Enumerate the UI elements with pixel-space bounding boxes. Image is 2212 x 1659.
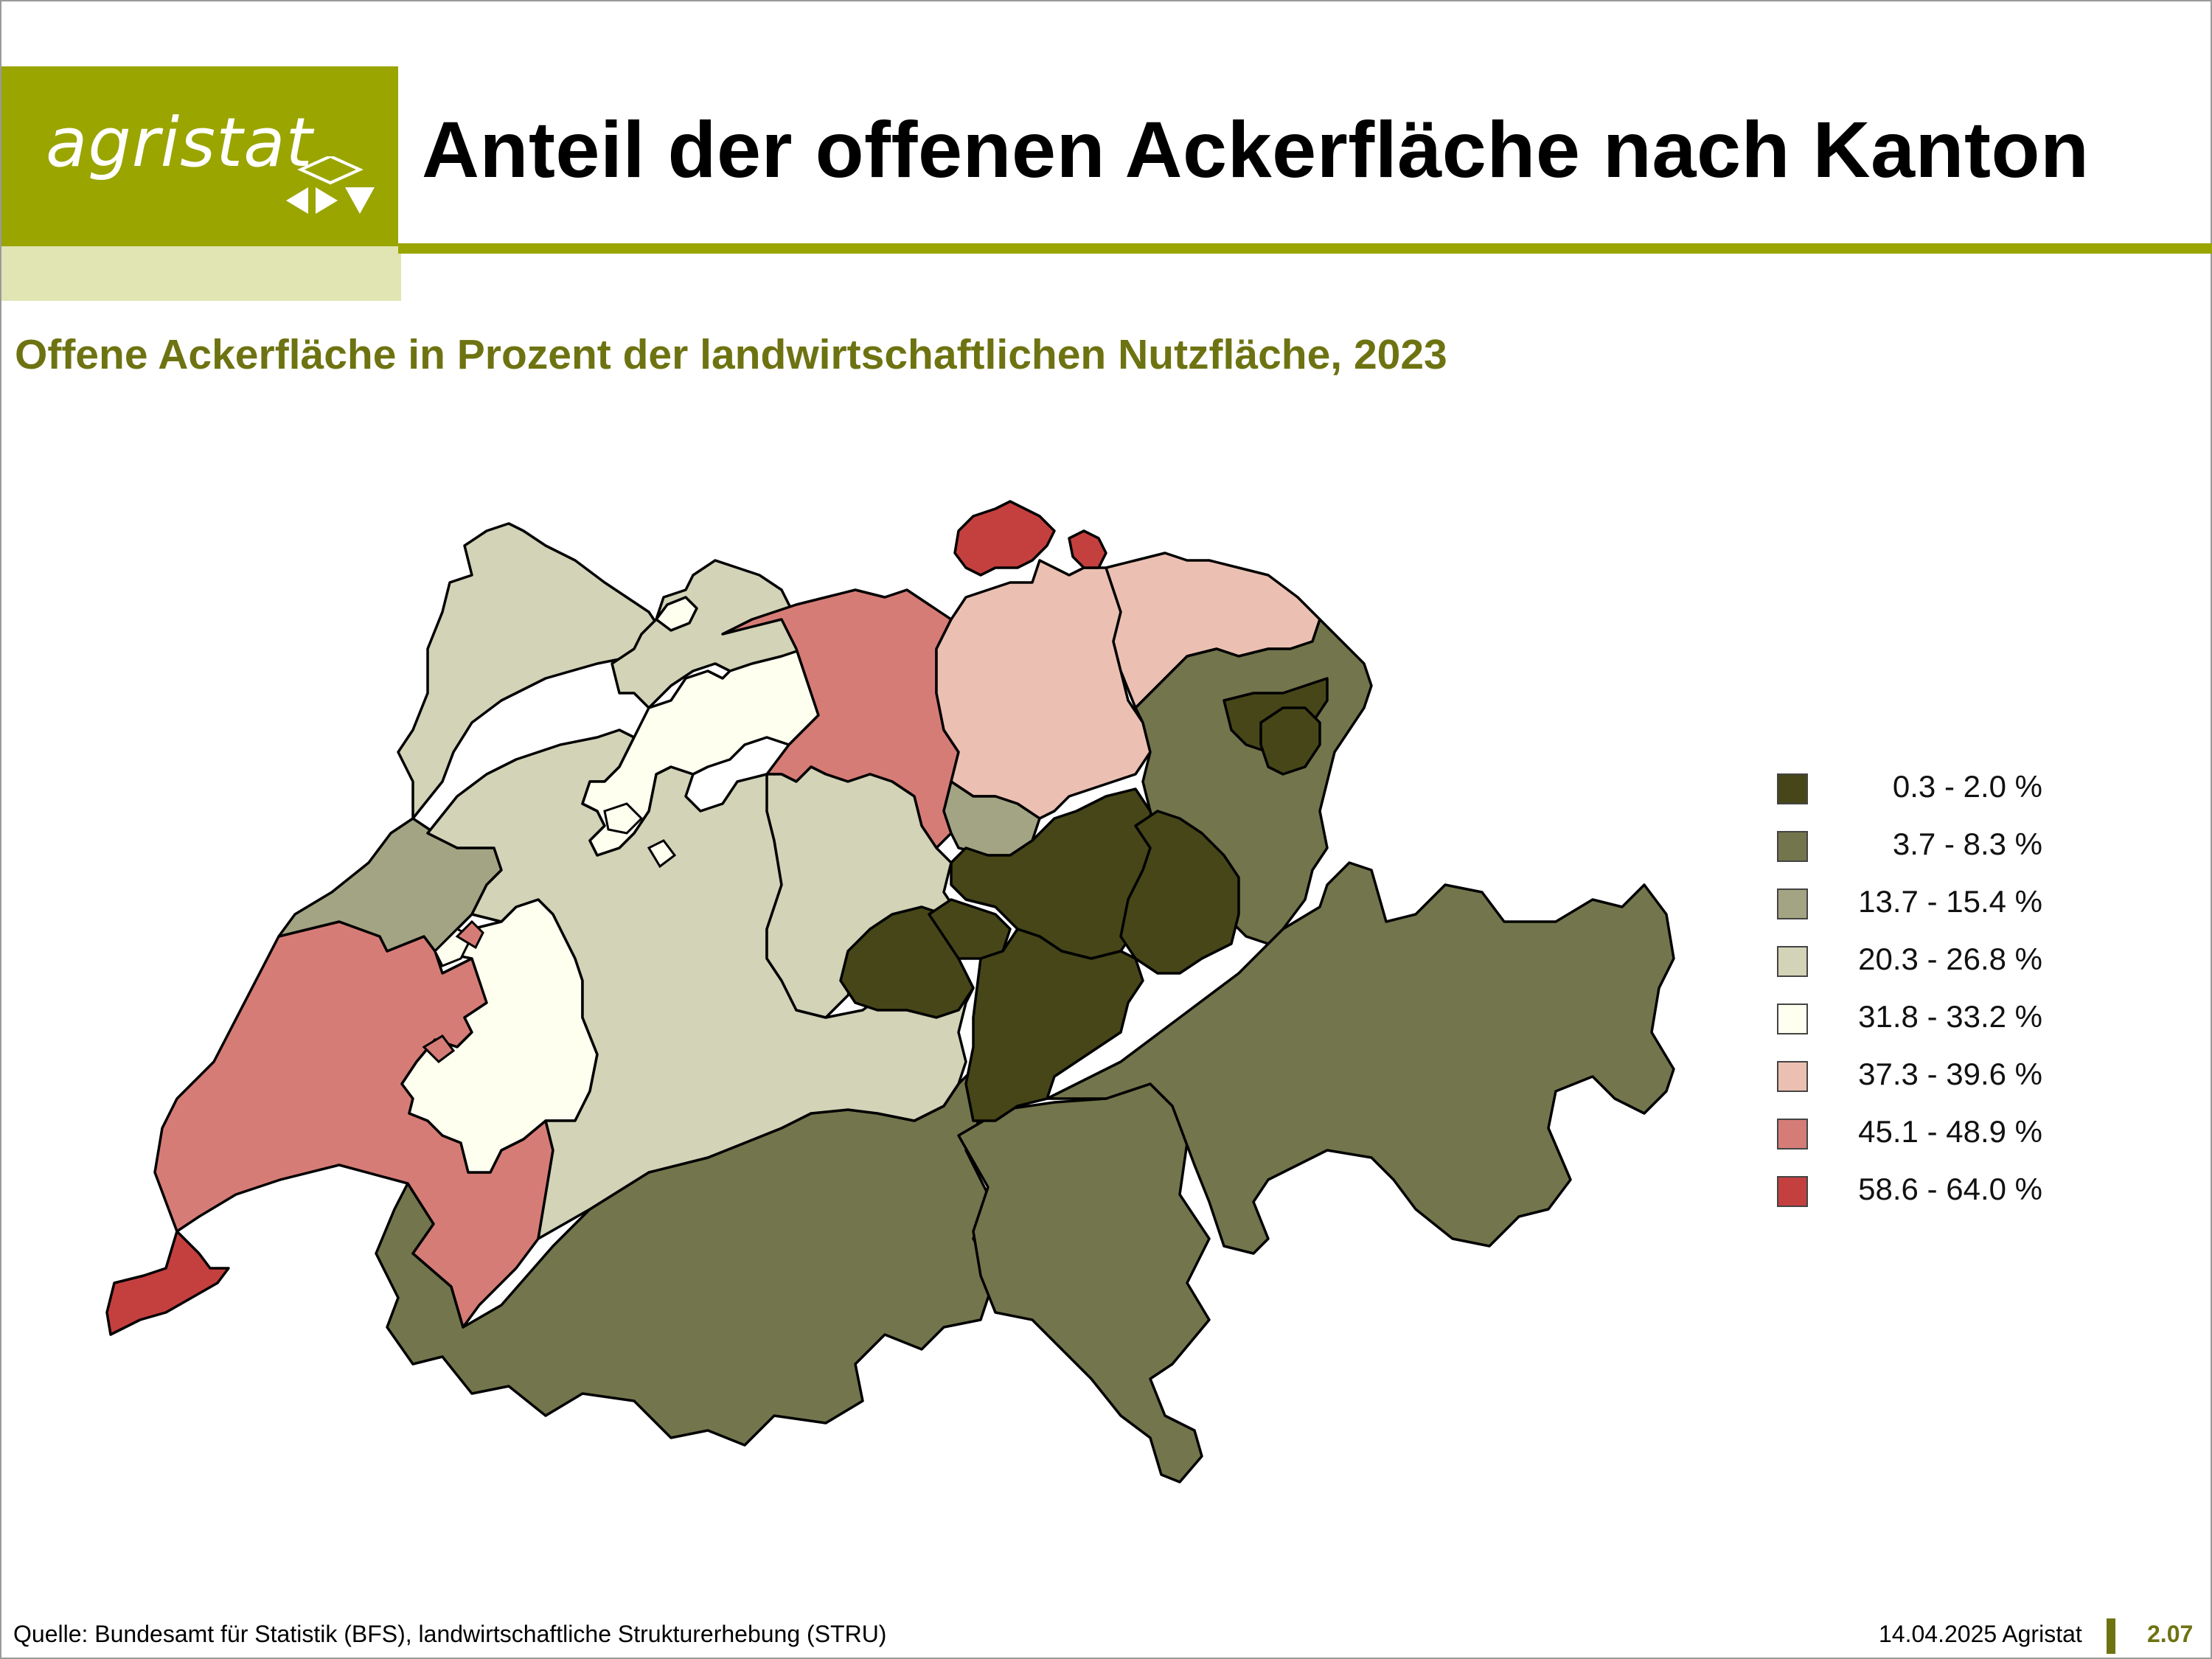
canton-vaud-enclave-2 — [422, 1034, 456, 1063]
legend-label: 20.3 - 26.8 % — [1858, 942, 2042, 976]
canton-solothurn-enclave-2 — [647, 839, 677, 869]
legend-swatch — [1777, 888, 1808, 919]
canton-jura — [397, 522, 665, 820]
logo-text: agristat — [46, 103, 313, 182]
legend-label: 13.7 - 15.4 % — [1858, 884, 2042, 919]
legend-swatch — [1777, 1004, 1808, 1034]
canton-solothurn-enclave-1 — [603, 802, 644, 835]
canton-schaffhausen — [953, 500, 1056, 577]
canton-uri — [964, 928, 1144, 1122]
legend-label: 0.3 - 2.0 % — [1892, 769, 2042, 804]
header-accent-band — [1, 246, 401, 301]
canton-glarus — [1119, 810, 1240, 975]
legend-item: 3.7 - 8.3 % — [1777, 827, 2042, 866]
legend-label: 37.3 - 39.6 % — [1858, 1057, 2042, 1091]
legend-item: 45.1 - 48.9 % — [1777, 1114, 2042, 1154]
legend-label: 3.7 - 8.3 % — [1892, 827, 2042, 861]
legend-label: 31.8 - 33.2 % — [1858, 999, 2042, 1034]
legend-swatch — [1777, 1061, 1808, 1092]
canton-schaffhausen-enclave — [1068, 529, 1107, 569]
canton-geneva — [105, 1230, 230, 1336]
source-note: Quelle: Bundesamt für Statistik (BFS), l… — [13, 1621, 887, 1647]
legend-label: 45.1 - 48.9 % — [1858, 1114, 2042, 1149]
header-rule — [398, 243, 2212, 254]
legend-swatch — [1777, 1119, 1808, 1150]
canton-basel-stadt — [655, 596, 698, 632]
legend-item: 31.8 - 33.2 % — [1777, 999, 2042, 1039]
legend-label: 58.6 - 64.0 % — [1858, 1172, 2042, 1206]
legend-swatch — [1777, 773, 1808, 804]
legend-item: 0.3 - 2.0 % — [1777, 769, 2042, 809]
legend-item: 58.6 - 64.0 % — [1777, 1172, 2042, 1211]
footer-divider — [2107, 1618, 2115, 1654]
canton-vaud-enclave — [455, 919, 484, 950]
legend-swatch — [1777, 946, 1808, 977]
legend-item: 20.3 - 26.8 % — [1777, 942, 2042, 981]
canton-ticino — [957, 1082, 1211, 1484]
canton-obwalden — [839, 905, 975, 1019]
canton-nidwalden — [928, 898, 1012, 960]
legend-item: 37.3 - 39.6 % — [1777, 1057, 2042, 1096]
page-title: Anteil der offenen Ackerfläche nach Kant… — [422, 105, 2090, 194]
legend-swatch — [1777, 1176, 1808, 1207]
page-number: 2.07 — [2147, 1621, 2194, 1647]
map-subtitle: Offene Ackerfläche in Prozent der landwi… — [15, 331, 1447, 378]
logo-triangles-icon — [286, 156, 375, 214]
legend-item: 13.7 - 15.4 % — [1777, 884, 2042, 924]
canton-appenzell-ai — [1259, 706, 1321, 776]
footer-date: 14.04.2025 Agristat — [1879, 1621, 2082, 1647]
legend-swatch — [1777, 831, 1808, 862]
canton-graubuenden — [1046, 861, 1675, 1255]
